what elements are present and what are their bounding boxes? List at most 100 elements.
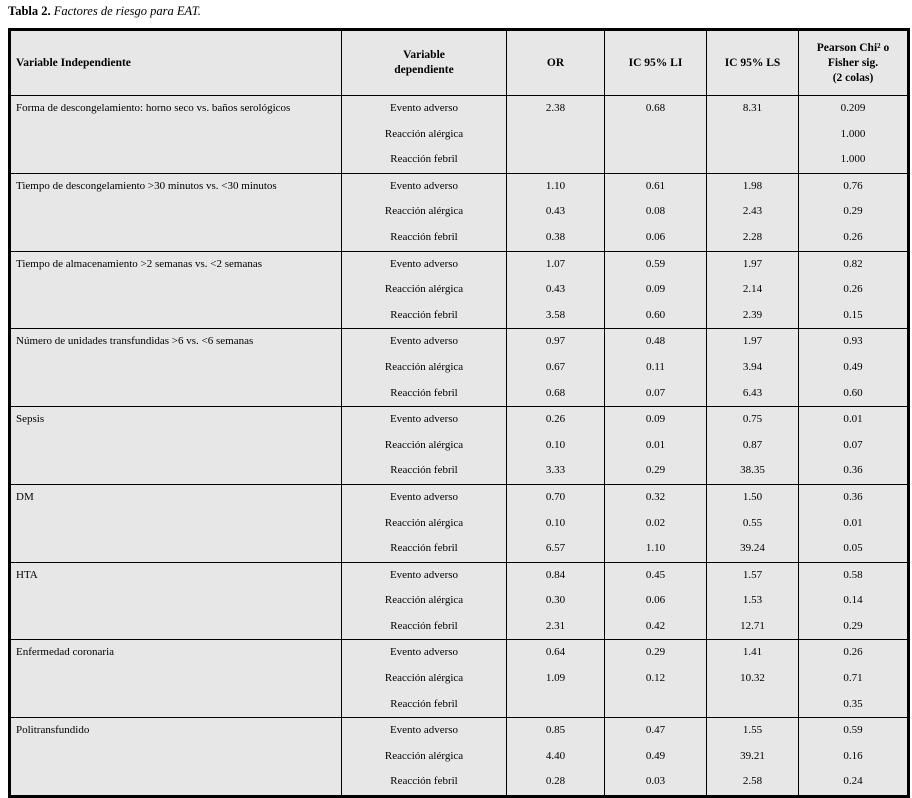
ic-ls-value: 2.28 [742,230,763,243]
header-row: Variable Independiente Variable dependie… [9,29,909,96]
variable-dependiente-cell: Evento adverso Reacción alérgica Reacció… [341,483,507,563]
sig-value: 0.209 [840,102,866,114]
variable-independiente-cell: Tiempo de almacenamiento >2 semanas vs. … [9,250,342,330]
ic-li-value: 0.01 [645,438,666,451]
ic-li-value: 0.47 [645,724,666,737]
dependent-label: Reacción febril [390,542,458,555]
ic-li-value: 0.09 [645,283,666,296]
ic-ls-value: 0.75 [742,413,763,426]
ic-li-value: 0.29 [645,646,666,659]
sig-cell: 0.93 0.49 0.60 [798,328,909,408]
ic-ls-value: 1.41 [742,646,763,659]
ic-ls-cell: 8.31 [706,95,799,174]
variable-independiente-cell: Politransfundido [9,717,342,798]
sig-value: 0.82 [843,257,863,270]
ic-ls-value: 39.24 [740,542,765,555]
ic-ls-value: 3.94 [742,360,763,373]
ic-li-value: 0.45 [645,568,666,581]
ic-ls-cell: 1.41 10.32 [706,639,799,719]
dependent-label: Reacción alérgica [384,672,464,685]
ic-li-cell: 0.68 [604,95,707,174]
sig-cell: 0.59 0.16 0.24 [798,717,909,798]
ic-ls-value [708,692,798,717]
ic-li-value: 0.09 [645,413,666,426]
variable-label: Tiempo de almacenamiento >2 semanas vs. … [16,257,263,270]
dependent-label: Reacción febril [390,775,458,788]
or-value: 0.85 [545,724,566,737]
or-value: 0.38 [545,230,566,243]
sig-value: 0.29 [843,205,863,218]
table-row: Tiempo de almacenamiento >2 semanas vs. … [9,250,909,330]
sig-cell: 0.01 0.07 0.36 [798,406,909,485]
table-row: DM Evento adverso Reacción alérgica Reac… [9,483,909,563]
or-value: 0.43 [545,205,566,218]
or-value: 0.10 [545,516,566,529]
dependent-label: Reacción febril [390,230,458,243]
ic-ls-cell: 0.75 0.87 38.35 [706,406,799,485]
sig-cell: 0.82 0.26 0.15 [798,250,909,330]
dependent-label: Evento adverso [389,490,459,503]
ic-ls-value: 8.31 [742,102,763,114]
sig-value: 0.49 [843,360,863,373]
header-ic95-ls: IC 95% LS [706,29,799,96]
table-row: Enfermedad coronaria Evento adverso Reac… [9,639,909,719]
or-value: 2.38 [545,102,566,114]
sig-value: 0.29 [843,619,863,632]
sig-value: 0.05 [843,542,863,555]
dependent-label: Evento adverso [389,335,459,348]
or-value: 6.57 [545,542,566,555]
variable-label: DM [16,490,34,503]
ic-li-value: 0.11 [646,360,665,373]
sig-value: 0.93 [843,335,863,348]
table-row: Sepsis Evento adverso Reacción alérgica … [9,406,909,485]
ic-ls-cell: 1.57 1.53 12.71 [706,561,799,641]
sig-cell: 0.58 0.14 0.29 [798,561,909,641]
dependent-label: Reacción febril [390,697,458,710]
dependent-label: Reacción febril [390,386,458,399]
variable-independiente-cell: Forma de descongelamiento: horno seco vs… [9,95,342,174]
variable-dependiente-cell: Evento adverso Reacción alérgica Reacció… [341,561,507,641]
or-value: 0.70 [545,490,566,503]
dependent-label: Reacción febril [390,308,458,321]
dependent-label: Reacción alérgica [384,127,464,140]
variable-independiente-cell: Número de unidades transfundidas >6 vs. … [9,328,342,408]
or-value: 4.40 [545,749,566,762]
variable-label: Forma de descongelamiento: horno seco vs… [16,102,291,114]
ic-ls-cell: 1.97 2.14 2.39 [706,250,799,330]
ic-li-cell: 0.32 0.02 1.10 [604,483,707,563]
dependent-label: Reacción alérgica [384,283,464,296]
or-cell: 1.10 0.43 0.38 [506,172,605,252]
ic-li-value: 0.32 [645,490,666,503]
sig-value: 0.26 [843,283,863,296]
or-cell: 2.38 [506,95,605,174]
or-value: 0.30 [545,594,566,607]
sig-cell: 0.36 0.01 0.05 [798,483,909,563]
ic-li-cell: 0.61 0.08 0.06 [604,172,707,252]
or-value: 3.58 [545,308,566,321]
variable-independiente-cell: Tiempo de descongelamiento >30 minutos v… [9,172,342,252]
ic-li-cell: 0.29 0.12 [604,639,707,719]
ic-ls-value: 1.57 [742,568,763,581]
or-cell: 0.26 0.10 3.33 [506,406,605,485]
variable-label: HTA [16,568,38,581]
ic-ls-cell: 1.55 39.21 2.58 [706,717,799,798]
or-value: 1.07 [545,257,566,270]
or-value: 3.33 [545,464,566,477]
sig-value: 0.26 [843,230,863,243]
table-row: HTA Evento adverso Reacción alérgica Rea… [9,561,909,641]
sig-value: 0.01 [843,516,863,529]
header-or: OR [506,29,605,96]
variable-dependiente-cell: Evento adverso Reacción alérgica Reacció… [341,406,507,485]
or-cell: 0.97 0.67 0.68 [506,328,605,408]
or-cell: 0.84 0.30 2.31 [506,561,605,641]
or-cell: 1.07 0.43 3.58 [506,250,605,330]
sig-value: 1.000 [840,153,866,166]
sig-value: 0.35 [843,697,863,710]
ic-ls-value: 2.39 [742,308,763,321]
ic-ls-cell: 1.50 0.55 39.24 [706,483,799,563]
dependent-label: Reacción alérgica [384,516,464,529]
ic-li-value: 0.59 [645,257,666,270]
dependent-label: Evento adverso [389,179,459,192]
dependent-label: Reacción alérgica [384,360,464,373]
